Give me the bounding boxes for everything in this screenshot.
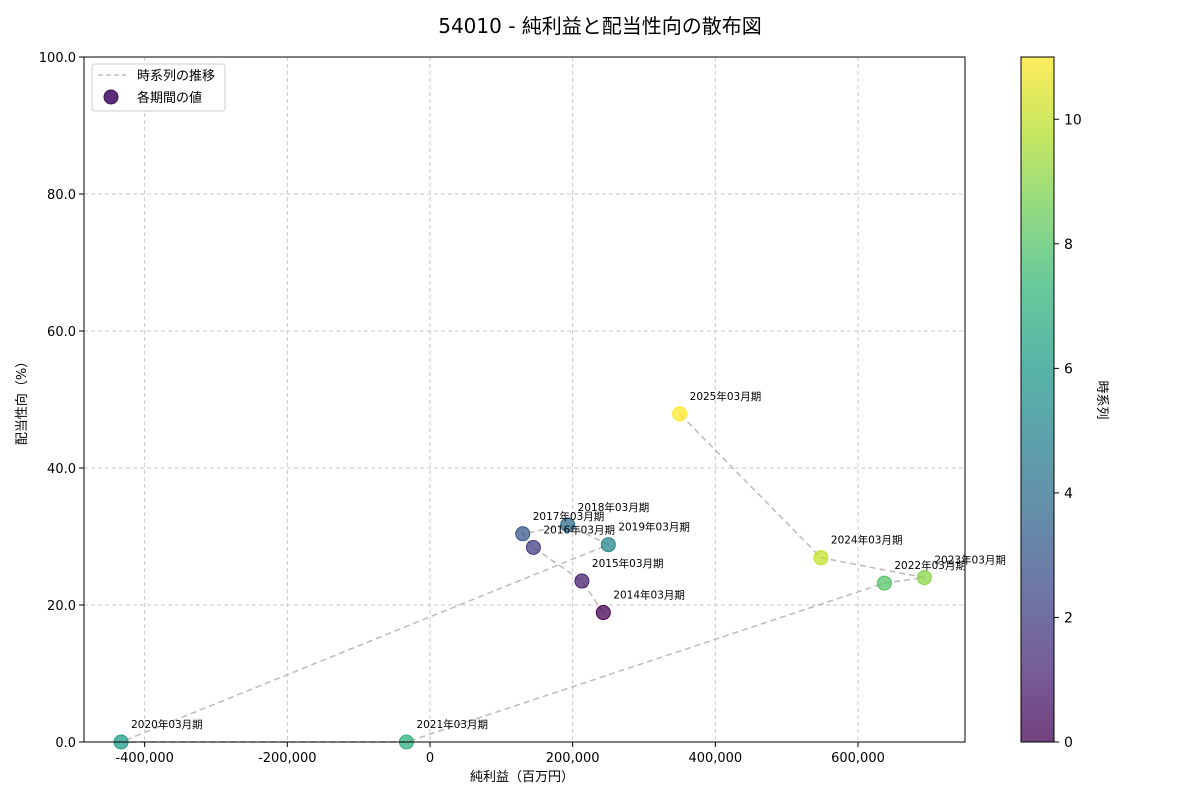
x-tick-label: -400,000	[115, 751, 173, 766]
trend-line	[120, 413, 925, 743]
x-tick-label: 200,000	[546, 751, 600, 766]
y-tick-label: 100.0	[39, 51, 76, 66]
point-label: 2020年03月期	[131, 718, 203, 731]
colorbar-tick-label: 6	[1064, 361, 1073, 377]
colorbar-tick-label: 2	[1064, 610, 1073, 626]
colorbar-tick-label: 4	[1064, 486, 1073, 502]
plot-frame	[83, 56, 966, 743]
colorbar: 0 2 4 6 8 10 時系列	[1020, 56, 1109, 751]
x-axis-ticks: -400,000 -200,000 0 200,000 400,000 600,000	[115, 742, 885, 766]
data-point-layer	[113, 406, 932, 750]
legend-line-label: 時系列の推移	[137, 69, 215, 84]
point-label: 2024年03月期	[831, 534, 903, 547]
legend: 時系列の推移 各期間の値	[91, 63, 226, 112]
colorbar-label: 時系列	[1094, 380, 1109, 419]
grid-layer	[84, 57, 965, 742]
data-point	[813, 550, 829, 566]
y-axis-label: 配当性向（%）	[14, 355, 30, 445]
point-label: 2018年03月期	[578, 501, 650, 514]
x-tick-label: 600,000	[831, 751, 885, 766]
y-tick-label: 40.0	[47, 462, 76, 477]
colorbar-ticks: 0 2 4 6 8 10	[1054, 112, 1082, 751]
data-point	[574, 573, 590, 589]
point-label: 2017年03月期	[533, 510, 605, 523]
point-label: 2015年03月期	[592, 557, 664, 570]
colorbar-tick-label: 10	[1064, 112, 1082, 128]
data-point	[672, 406, 688, 422]
trend-line-layer	[120, 413, 925, 743]
colorbar-gradient	[1021, 57, 1054, 742]
chart-title: 54010 - 純利益と配当性向の散布図	[438, 14, 762, 38]
data-point	[525, 539, 541, 555]
x-tick-label: 0	[426, 751, 434, 766]
data-point	[600, 537, 616, 553]
data-point	[916, 570, 932, 586]
data-point	[595, 605, 611, 621]
point-label: 2022年03月期	[894, 559, 966, 572]
y-axis-ticks: 0.0 20.0 40.0 60.0 80.0 100.0	[39, 51, 84, 751]
data-point	[515, 526, 531, 542]
colorbar-tick-label: 8	[1064, 237, 1073, 253]
colorbar-tick-label: 0	[1064, 735, 1073, 751]
x-tick-label: 400,000	[688, 751, 742, 766]
y-tick-label: 20.0	[47, 599, 76, 614]
data-point	[876, 575, 892, 591]
colorbar-frame	[1020, 56, 1055, 743]
y-tick-label: 60.0	[47, 325, 76, 340]
x-tick-label: -200,000	[258, 751, 316, 766]
point-label-layer: 2014年03月期 2015年03月期 2016年03月期2017年03月期2018…	[131, 390, 1006, 731]
point-label: 2021年03月期	[416, 718, 488, 731]
point-label: 2025年03月期	[690, 390, 762, 403]
point-label: 2023年03月期	[934, 554, 1006, 567]
y-tick-label: 0.0	[55, 736, 76, 751]
point-label: 2014年03月期	[613, 589, 685, 602]
point-label: 2019年03月期	[618, 521, 690, 534]
legend-point-swatch	[103, 89, 119, 105]
data-point	[560, 517, 576, 533]
x-axis-label: 純利益（百万円）	[470, 770, 574, 785]
y-tick-label: 80.0	[47, 188, 76, 203]
legend-point-label: 各期間の値	[137, 90, 202, 106]
point-label: 2016年03月期	[543, 523, 615, 536]
